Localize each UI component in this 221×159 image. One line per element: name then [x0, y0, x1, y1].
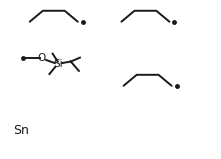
Text: Si: Si	[53, 59, 63, 69]
Text: O: O	[38, 53, 46, 63]
Text: Sn: Sn	[13, 124, 29, 137]
